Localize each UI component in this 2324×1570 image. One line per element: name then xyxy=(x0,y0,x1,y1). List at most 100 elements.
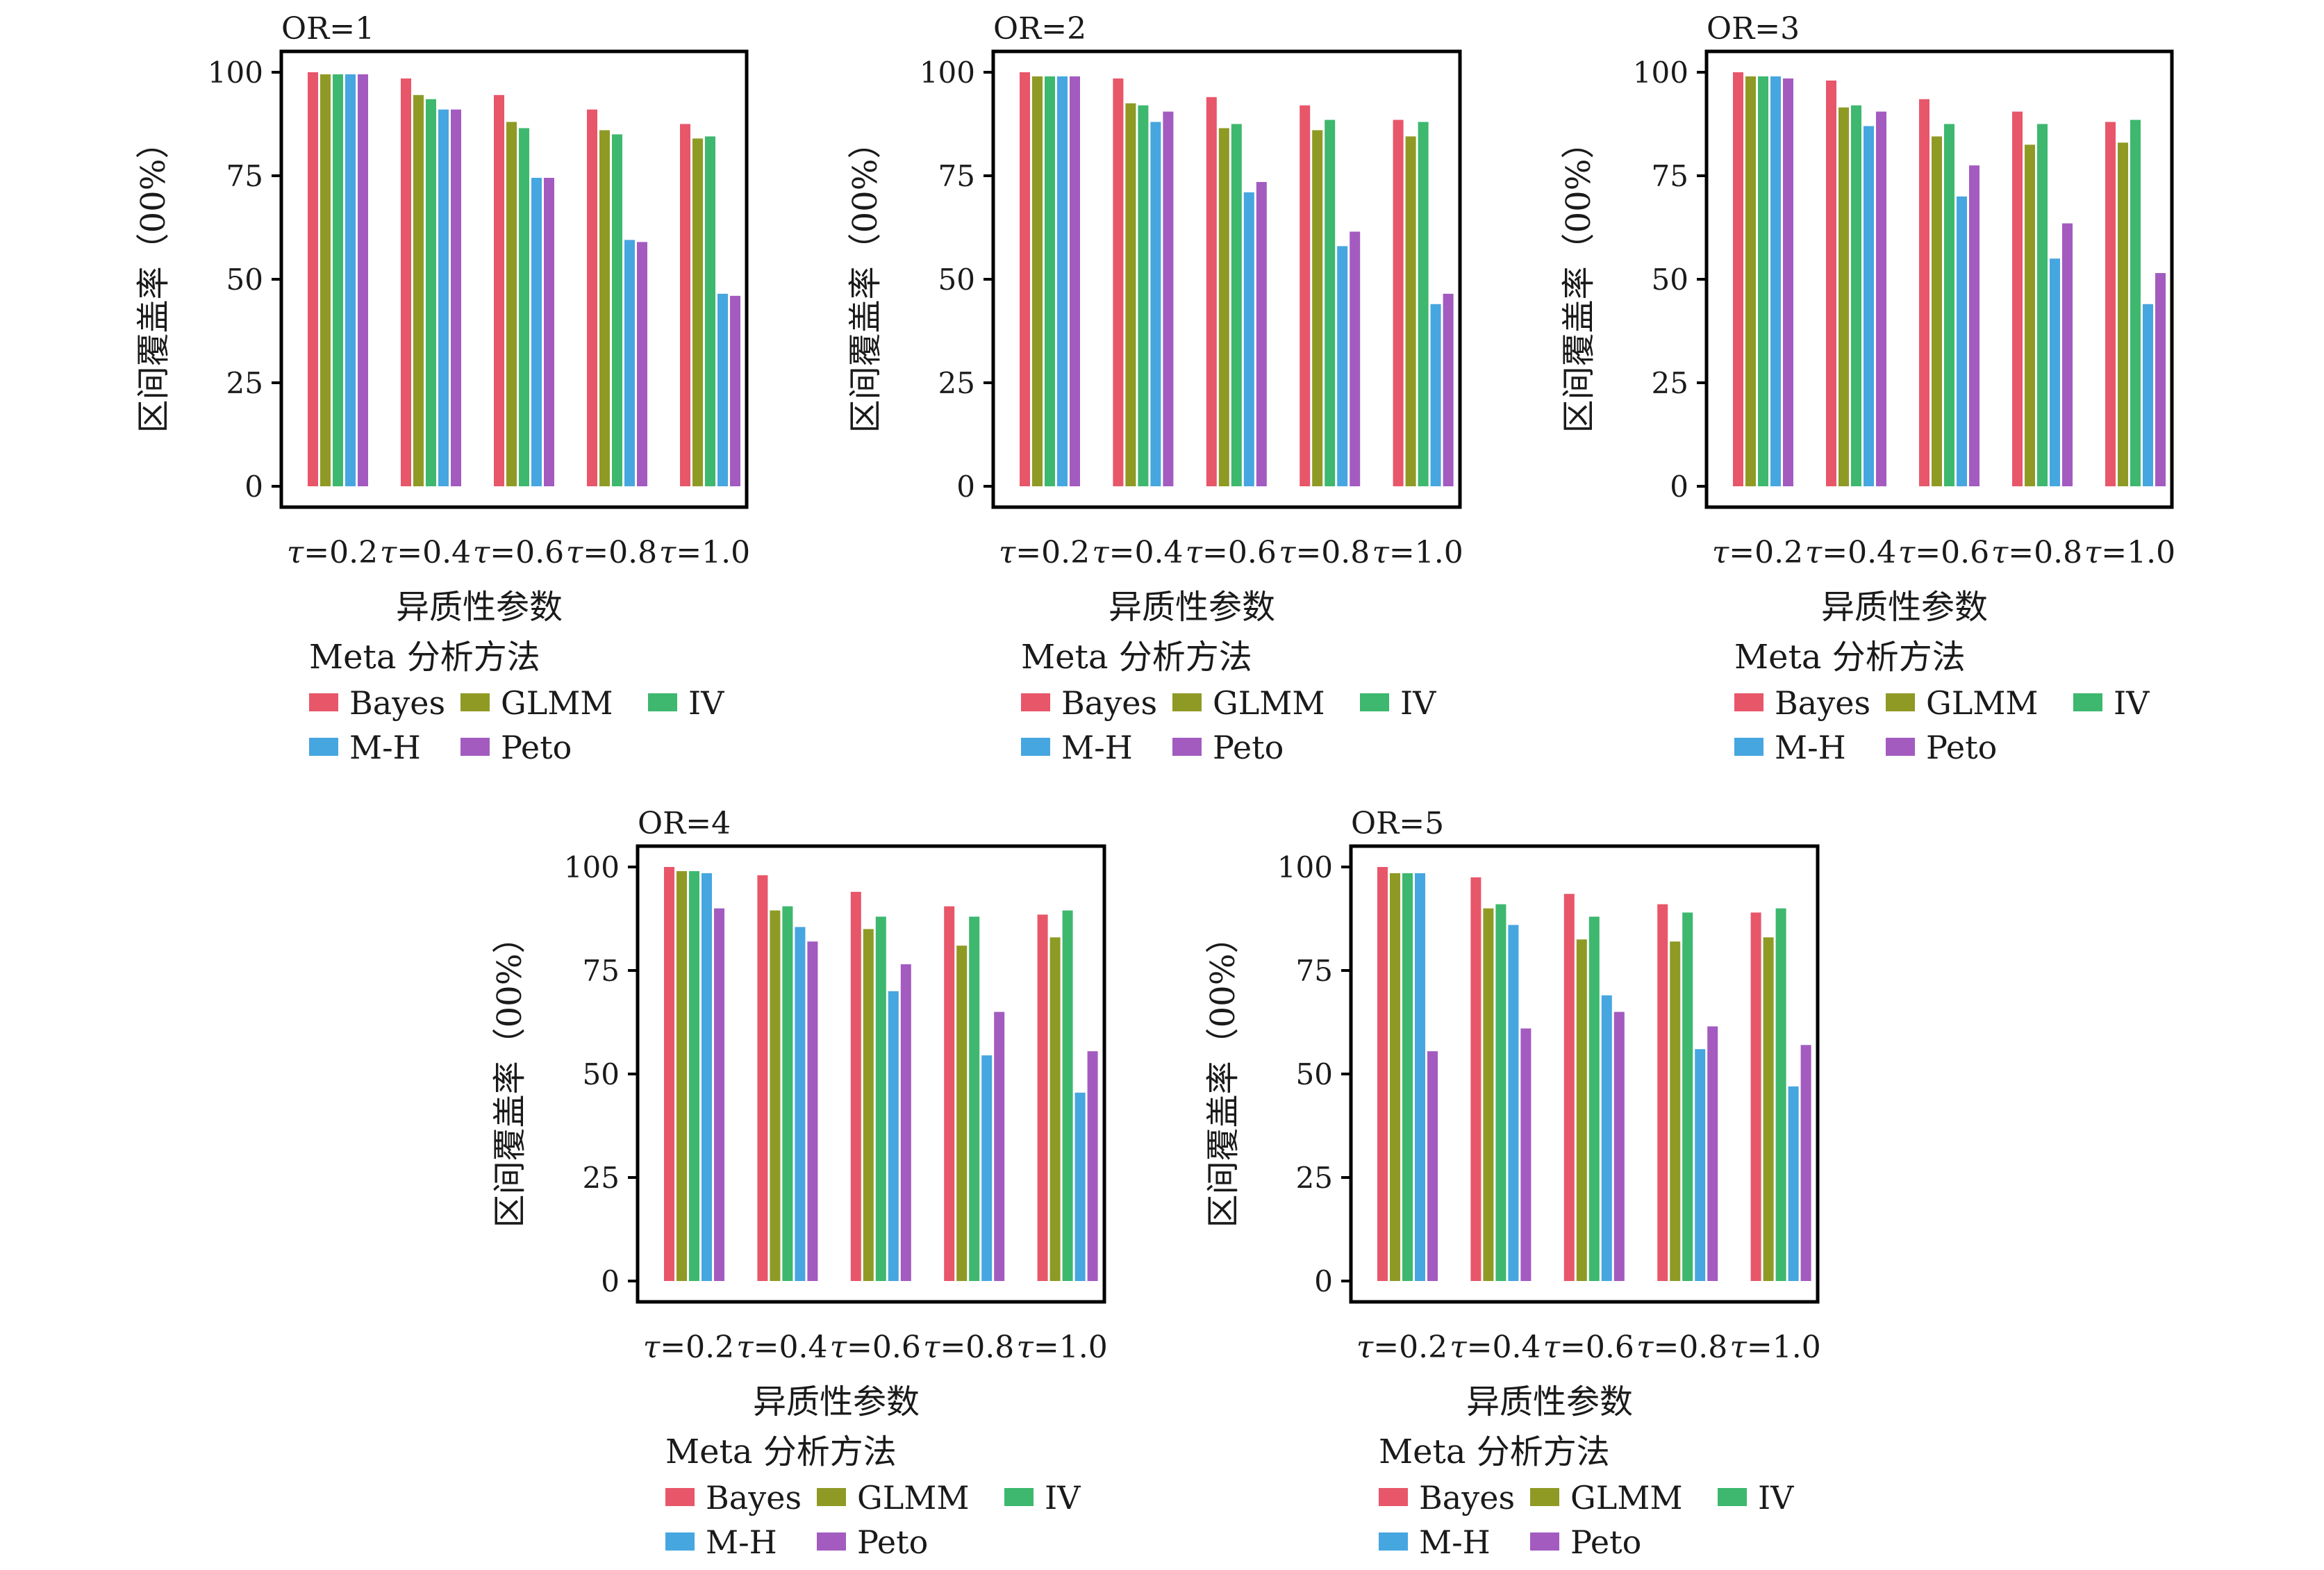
bar-peto-5 xyxy=(730,295,740,486)
bar-iv-2 xyxy=(1138,105,1149,486)
bar-glmm-2 xyxy=(1483,908,1494,1281)
bar-m-h-3 xyxy=(1957,196,1967,486)
legend-swatch-iv xyxy=(2073,693,2102,711)
x-tick-label: τ=1.0 xyxy=(1017,1330,1108,1365)
legend-swatch-iv xyxy=(648,693,677,711)
y-tick-label: 0 xyxy=(956,470,975,504)
bar-glmm-2 xyxy=(413,94,424,486)
legend-swatch-peto xyxy=(817,1532,846,1551)
x-tick-label: τ=0.6 xyxy=(473,535,564,570)
legend-swatch-glmm xyxy=(460,693,490,711)
bar-peto-3 xyxy=(1969,165,1979,486)
y-tick-label: 75 xyxy=(583,954,620,988)
bar-iv-2 xyxy=(782,906,793,1281)
bar-glmm-1 xyxy=(1032,76,1043,486)
bar-m-h-2 xyxy=(1508,925,1519,1281)
y-axis-label: 区间覆盖率（00%） xyxy=(490,920,529,1228)
legend-swatch-peto xyxy=(460,738,490,756)
bar-m-h-5 xyxy=(1074,1092,1086,1281)
bar-iv-3 xyxy=(519,128,529,486)
bar-iv-1 xyxy=(1045,76,1055,486)
y-tick-label: 50 xyxy=(226,263,263,297)
y-tick-label: 25 xyxy=(226,366,263,400)
bar-peto-2 xyxy=(807,941,818,1281)
bar-m-h-4 xyxy=(1337,246,1348,486)
bar-iv-1 xyxy=(689,870,699,1281)
bar-bayes-2 xyxy=(757,875,768,1281)
bar-peto-1 xyxy=(1070,76,1080,486)
legend-item-m-h: M-H xyxy=(1061,729,1133,766)
bar-m-h-1 xyxy=(1770,76,1781,486)
x-tick-label: τ=1.0 xyxy=(2084,535,2175,570)
legend-item-m-h: M-H xyxy=(1775,729,1846,766)
x-axis-label: 异质性参数 xyxy=(1466,1382,1633,1421)
y-tick-label: 50 xyxy=(1296,1057,1333,1091)
x-tick-label: τ=0.8 xyxy=(1279,535,1370,570)
legend-item-glmm: GLMM xyxy=(1213,684,1325,722)
x-axis-label: 异质性参数 xyxy=(396,588,563,627)
bar-glmm-5 xyxy=(2118,142,2128,486)
y-tick-label: 75 xyxy=(1652,159,1688,193)
bar-m-h-4 xyxy=(1695,1049,1706,1281)
y-tick-label: 0 xyxy=(601,1264,620,1298)
bar-peto-3 xyxy=(1256,181,1267,486)
x-tick-label: τ=1.0 xyxy=(1372,535,1463,570)
bar-bayes-5 xyxy=(1393,119,1404,487)
legend-swatch-peto xyxy=(1172,738,1202,756)
bar-glmm-2 xyxy=(770,910,781,1281)
bar-iv-3 xyxy=(1231,124,1242,486)
y-tick-label: 25 xyxy=(1296,1161,1333,1195)
bar-glmm-3 xyxy=(1932,136,1942,486)
x-tick-label: τ=0.4 xyxy=(380,535,471,570)
y-tick-label: 0 xyxy=(1670,470,1688,504)
bar-bayes-5 xyxy=(2105,122,2116,486)
legend-swatch-bayes xyxy=(309,693,338,711)
bar-glmm-3 xyxy=(863,929,874,1281)
bar-glmm-3 xyxy=(1218,128,1229,486)
legend-item-peto: Peto xyxy=(1213,729,1284,766)
bar-bayes-3 xyxy=(1563,893,1575,1281)
x-tick-label: τ=0.2 xyxy=(287,535,378,570)
bar-bayes-2 xyxy=(1826,80,1836,487)
bar-m-h-1 xyxy=(1415,873,1425,1281)
bar-m-h-5 xyxy=(717,293,728,486)
legend-swatch-m-h xyxy=(665,1532,695,1551)
legend-swatch-m-h xyxy=(1734,738,1763,756)
legend-item-peto: Peto xyxy=(501,729,572,766)
bar-iv-3 xyxy=(875,916,886,1281)
bar-glmm-1 xyxy=(1390,873,1400,1281)
bar-bayes-1 xyxy=(1020,72,1030,486)
x-tick-label: τ=0.8 xyxy=(923,1330,1014,1365)
legend-swatch-iv xyxy=(1004,1488,1034,1506)
bar-glmm-3 xyxy=(506,122,517,486)
legend-swatch-m-h xyxy=(309,738,338,756)
bar-iv-5 xyxy=(1775,908,1786,1281)
bar-bayes-4 xyxy=(587,109,597,486)
x-tick-label: τ=0.4 xyxy=(1450,1330,1541,1365)
bar-peto-1 xyxy=(714,908,724,1281)
y-tick-label: 25 xyxy=(938,366,975,400)
y-axis-label: 区间覆盖率（00%） xyxy=(134,126,173,433)
x-tick-label: τ=0.6 xyxy=(830,1330,921,1365)
bar-glmm-5 xyxy=(1049,937,1061,1281)
bar-peto-2 xyxy=(1876,111,1886,486)
y-tick-label: 75 xyxy=(1296,954,1333,988)
legend-item-iv: IV xyxy=(2114,684,2150,722)
y-tick-label: 0 xyxy=(244,470,263,504)
bar-peto-2 xyxy=(451,109,461,486)
bar-peto-5 xyxy=(1443,293,1454,486)
bar-bayes-3 xyxy=(494,94,504,486)
legend-swatch-m-h xyxy=(1021,738,1050,756)
legend-title: Meta 分析方法 xyxy=(665,1432,897,1471)
bar-iv-4 xyxy=(612,134,622,486)
bar-bayes-1 xyxy=(308,72,318,486)
bar-peto-4 xyxy=(1707,1026,1718,1281)
legend-title: Meta 分析方法 xyxy=(1379,1432,1610,1471)
panel-title: OR=4 xyxy=(638,806,731,841)
panel-title: OR=2 xyxy=(993,11,1086,47)
y-tick-label: 50 xyxy=(1652,263,1688,297)
bar-iv-5 xyxy=(705,136,715,486)
y-tick-label: 75 xyxy=(938,159,975,193)
x-tick-label: τ=0.6 xyxy=(1186,535,1277,570)
bar-bayes-1 xyxy=(664,867,674,1281)
